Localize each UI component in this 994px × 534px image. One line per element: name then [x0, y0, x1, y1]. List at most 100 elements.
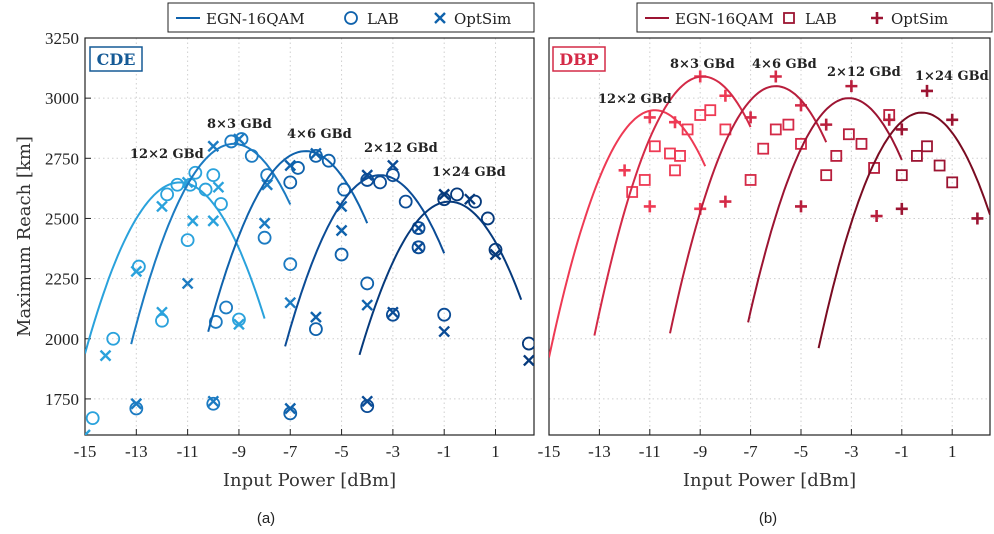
- optsim-marker-x: [186, 215, 199, 227]
- optsim-marker-x: [387, 159, 399, 172]
- series-2-12-GBd: [284, 159, 452, 414]
- x-tick-label: -5: [334, 442, 348, 461]
- x-tick-label: -15: [74, 442, 97, 461]
- series-8-3-GBd: [129, 132, 298, 416]
- lab-marker-square: [921, 140, 933, 153]
- optsim-marker-plus: [643, 200, 656, 213]
- x-tick-label: -3: [386, 442, 400, 461]
- series-4-6-GBd: [669, 80, 896, 334]
- egn-curve: [669, 85, 828, 334]
- optsim-marker-plus: [971, 212, 984, 225]
- lab-marker-circle: [206, 168, 221, 183]
- lab-marker-square: [855, 137, 868, 150]
- lab-marker-circle: [450, 187, 464, 202]
- optsim-marker-plus: [643, 111, 656, 124]
- legend-label-egn: EGN-16QAM: [675, 10, 774, 28]
- lab-marker-square: [648, 140, 661, 153]
- lab-marker-circle: [106, 331, 121, 346]
- legend-label-lab: LAB: [805, 10, 837, 28]
- lab-marker-circle: [283, 175, 298, 190]
- panel-tag-box: [552, 46, 606, 72]
- optsim-marker-x: [489, 248, 502, 261]
- lab-marker-circle: [398, 194, 413, 209]
- legend-plus-swatch: [871, 12, 883, 24]
- lab-marker-circle: [411, 240, 426, 255]
- optsim-marker-x: [284, 402, 297, 415]
- y-tick-label: 2000: [45, 330, 79, 349]
- optsim-marker-plus: [845, 80, 858, 93]
- optsim-marker-x: [412, 241, 425, 254]
- plot-area: [85, 132, 534, 435]
- optsim-marker-x: [310, 311, 322, 323]
- lab-marker-circle: [180, 233, 195, 248]
- egn-curve: [207, 150, 369, 333]
- lab-marker-square: [830, 149, 843, 162]
- lab-marker-circle: [214, 197, 228, 211]
- egn-curve: [284, 174, 446, 347]
- panel-caption: (b): [759, 510, 777, 527]
- lab-marker-square: [744, 174, 757, 186]
- panel-tag-box: [89, 46, 143, 72]
- plot-frame: [84, 37, 535, 436]
- lab-marker-circle: [244, 148, 259, 163]
- legend-label-optsim: OptSim: [891, 10, 948, 28]
- lab-marker-circle: [437, 307, 452, 322]
- optsim-marker-plus: [895, 123, 908, 136]
- series-1-24-GBd: [817, 111, 990, 349]
- series-4-6-GBd: [207, 147, 375, 421]
- optsim-marker-x: [335, 224, 348, 237]
- legend: EGN-16QAM LAB OptSim: [636, 2, 993, 33]
- optsim-marker-plus: [870, 210, 883, 223]
- egn-curve: [130, 142, 292, 345]
- optsim-marker-x: [258, 217, 271, 230]
- config-annotation: 12×2 GBd: [130, 147, 204, 162]
- lab-marker-circle: [385, 307, 400, 322]
- optsim-marker-plus: [895, 202, 908, 215]
- lab-marker-circle: [309, 148, 323, 163]
- optsim-marker-x: [181, 277, 194, 290]
- lab-marker-square: [820, 169, 833, 182]
- x-axis-label: Input Power [dBm]: [683, 470, 856, 491]
- optsim-marker-x: [156, 200, 168, 213]
- x-tick-label: -9: [693, 442, 707, 461]
- optsim-marker-x: [310, 147, 322, 160]
- lab-marker-circle: [234, 132, 249, 146]
- config-annotation: 4×6 GBd: [752, 57, 817, 72]
- legend: EGN-16QAM LAB OptSim: [167, 2, 535, 33]
- config-annotation: 12×2 GBd: [598, 92, 672, 107]
- lab-marker-circle: [337, 182, 352, 197]
- optsim-marker-x: [130, 397, 143, 410]
- x-axis-label: Input Power [dBm]: [223, 470, 396, 491]
- x-tick-label: -7: [744, 442, 759, 461]
- lab-marker-circle: [321, 153, 336, 168]
- series-12-2-GBd: [549, 70, 732, 358]
- plot-frame: [548, 37, 991, 436]
- lab-marker-square: [911, 149, 923, 162]
- x-tick-label: -15: [538, 442, 561, 461]
- y-tick-label: 1750: [45, 390, 79, 409]
- optsim-marker-x: [261, 178, 274, 191]
- optsim-marker-plus: [618, 164, 631, 177]
- optsim-marker-plus: [769, 70, 782, 83]
- x-tick-label: -13: [588, 442, 611, 461]
- optsim-marker-plus: [883, 113, 896, 126]
- lab-marker-square: [946, 176, 959, 189]
- x-tick-label: -3: [844, 442, 858, 461]
- optsim-marker-x: [284, 159, 297, 172]
- lab-marker-square: [895, 169, 908, 182]
- legend-box: [167, 2, 535, 33]
- x-tick-label: -11: [177, 442, 199, 461]
- legend-circle-swatch: [344, 11, 358, 25]
- lab-marker-square: [674, 149, 686, 162]
- optsim-marker-x: [361, 299, 374, 311]
- legend-box: [636, 2, 993, 33]
- plot-area: [549, 70, 990, 358]
- x-tick-label: -5: [794, 442, 808, 461]
- config-annotation: 8×3 GBd: [670, 57, 735, 72]
- optsim-marker-x: [207, 140, 220, 153]
- optsim-marker-x: [207, 395, 220, 408]
- lab-marker-circle: [198, 182, 213, 197]
- x-tick-label: -13: [125, 442, 148, 461]
